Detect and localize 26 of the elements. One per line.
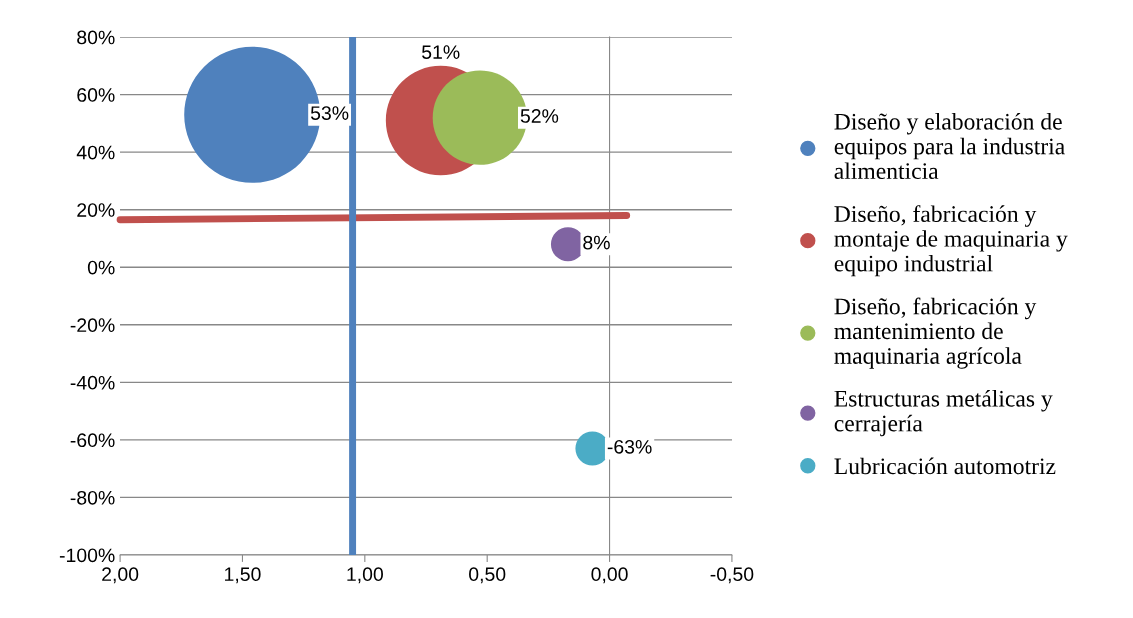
data-label: 52% [520,109,559,123]
y-tick-label: -20% [70,318,115,333]
y-tick-label: 0% [87,260,115,275]
y-tick-label: 20% [77,203,115,217]
x-tick-label: 2,00 [102,567,139,584]
data-label: 51% [422,45,460,59]
y-tick-label: -80% [70,490,115,505]
x-tick-label: 0,00 [591,567,628,584]
legend-label: Diseño y elaboración de equipos para la industria alimenticia [834,113,1065,180]
legend-label: Diseño, fabricación y montaje de maquinaria y equipo industrial [834,205,1068,277]
y-tick-label: 60% [77,88,115,102]
x-tick-label: -0,50 [710,567,754,584]
y-tick-label: -100% [59,548,115,563]
x-tick-label: 1,00 [347,567,383,584]
y-tick-label: 80% [77,30,115,45]
y-tick-label: -40% [70,375,115,390]
x-tick-label: 0,50 [469,567,506,584]
y-tick-label: -60% [70,433,115,448]
y-tick-label: 40% [76,145,115,160]
legend-label: Diseño, fabricación y mantenimiento de maquinaria agrícola [834,297,1037,369]
x-tick-label: 1,50 [225,567,261,584]
legend-label: Estructuras metálicas y cerrajería [834,390,1053,437]
data-label: 53% [310,106,349,120]
data-label: -63% [607,439,652,454]
data-label: 8% [583,235,610,250]
legend-label: Lubricación automotriz [834,457,1056,475]
